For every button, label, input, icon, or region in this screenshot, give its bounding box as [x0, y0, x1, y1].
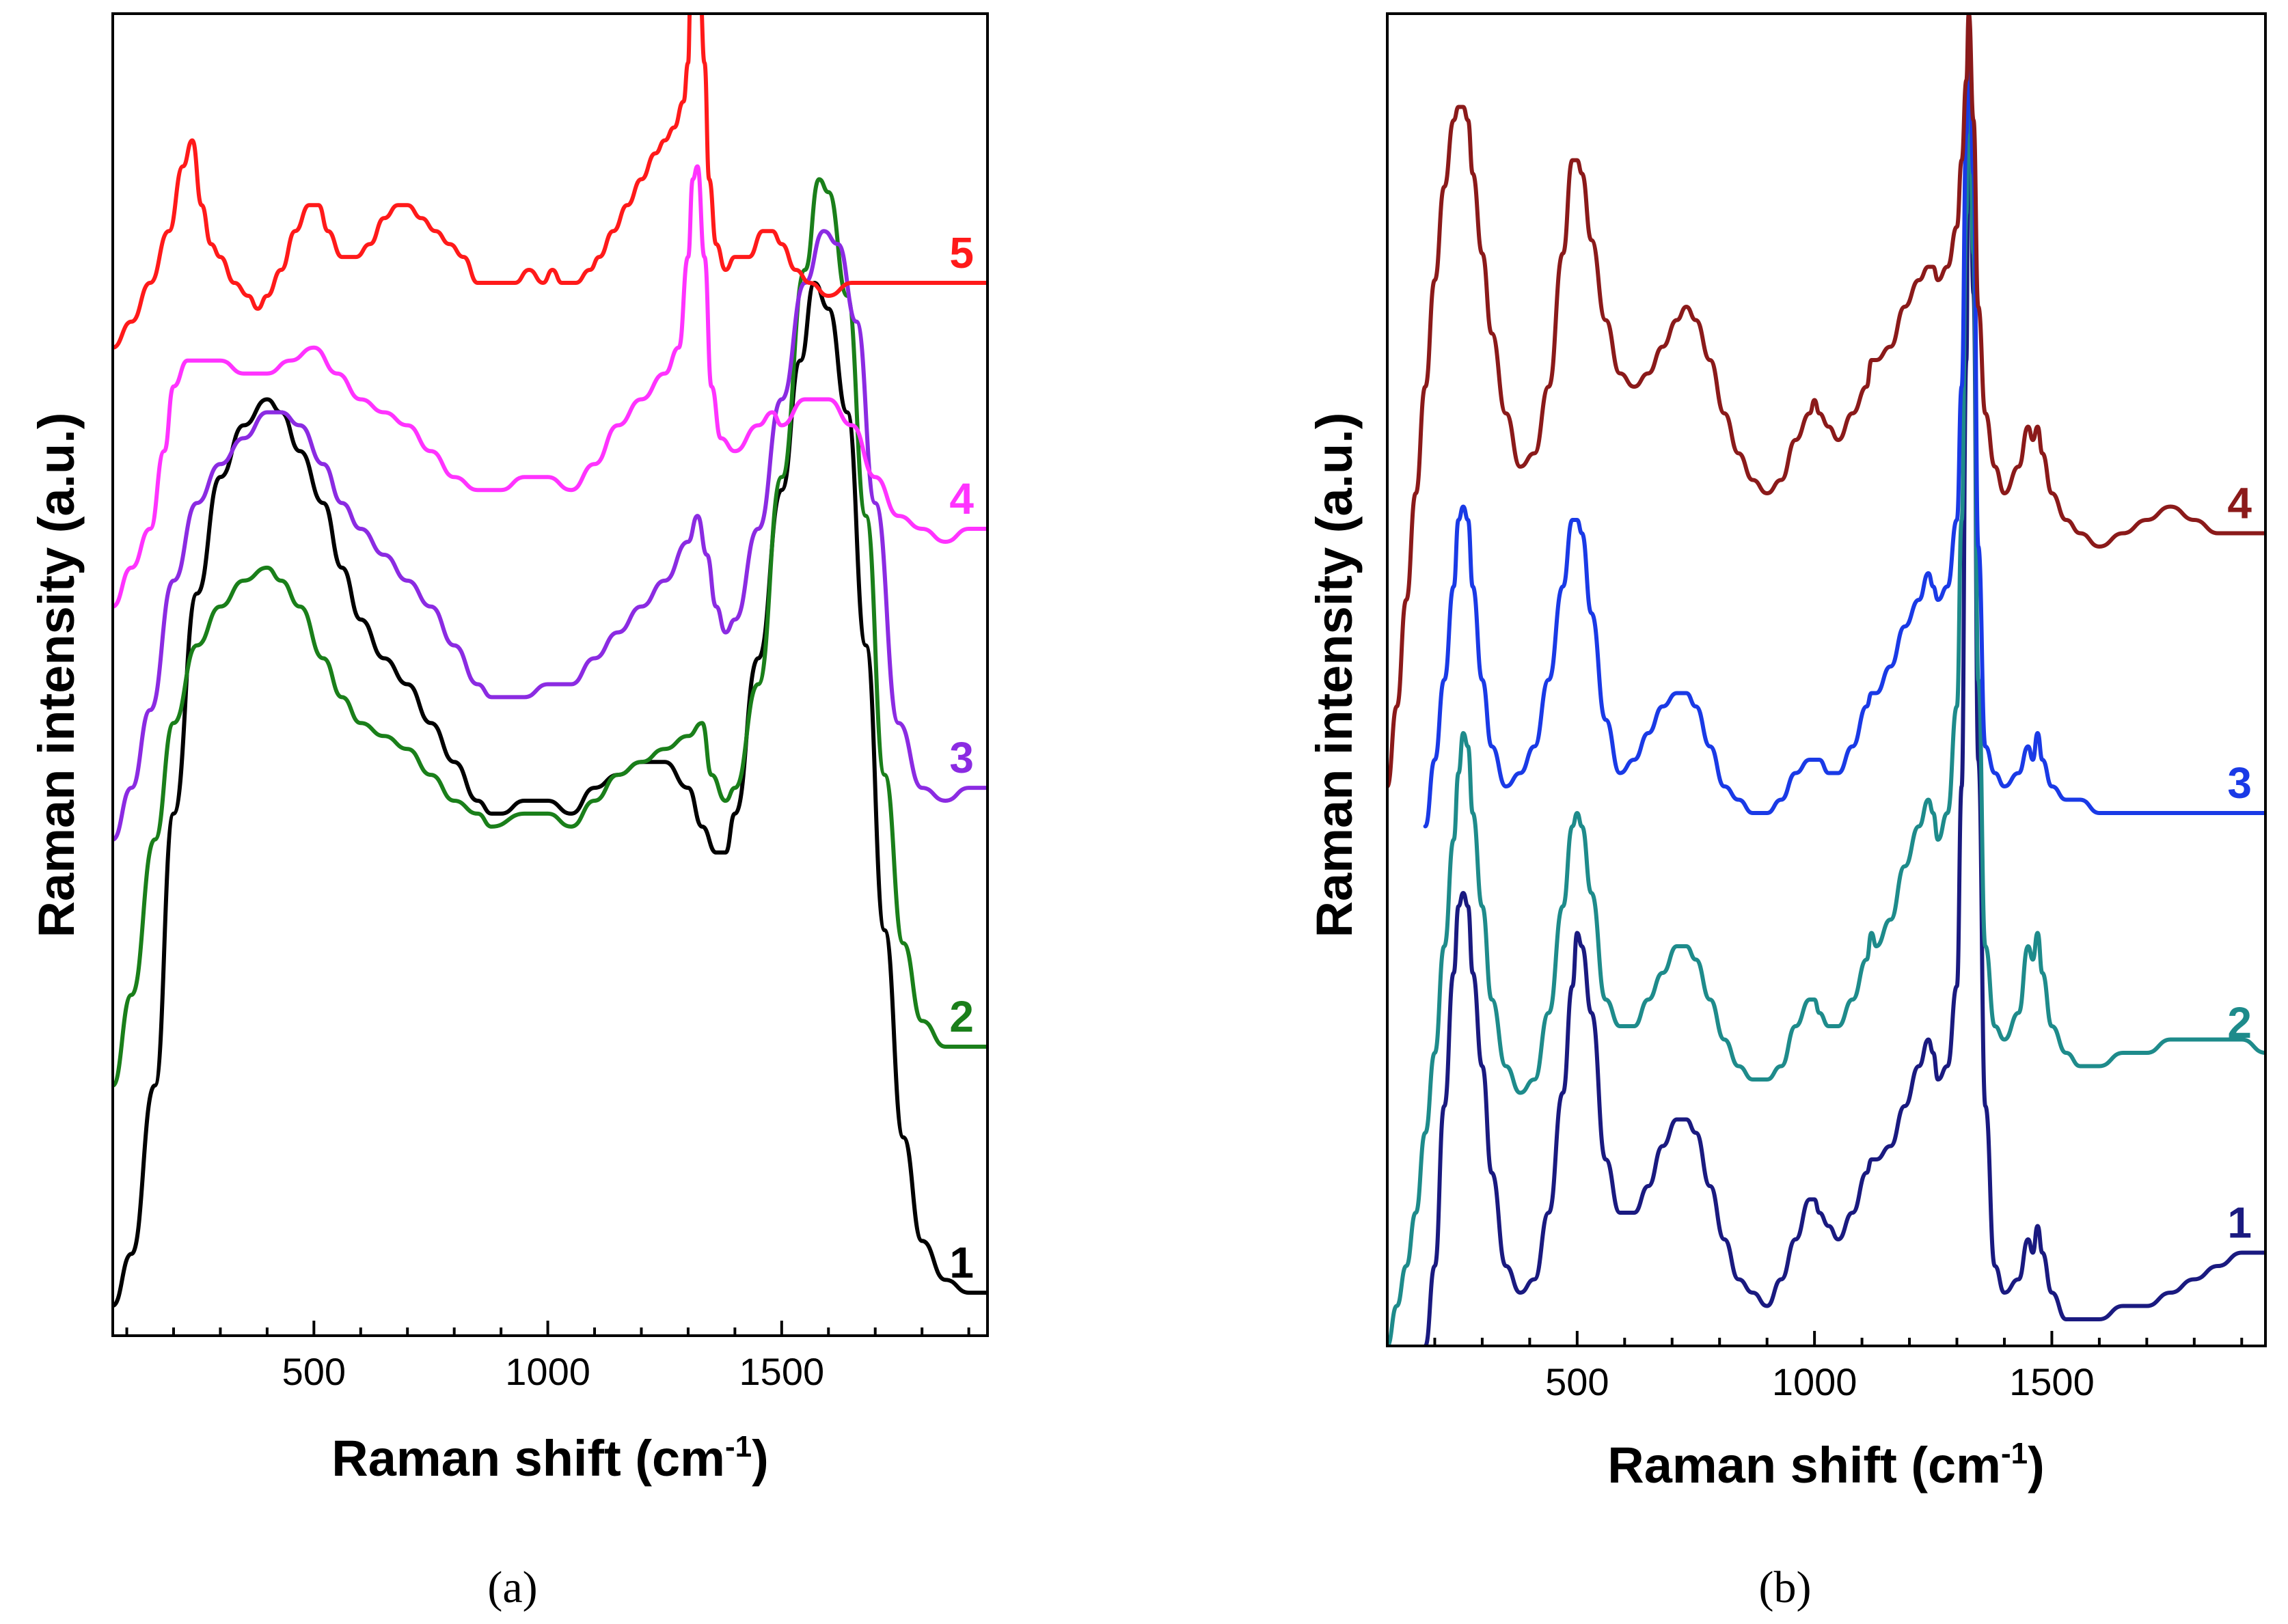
x-tick-label: 1500 — [2009, 1360, 2095, 1403]
panel-b-y-axis-title: Raman intensity (a.u.) — [1306, 413, 1363, 938]
x-tick-label: 1000 — [1772, 1360, 1857, 1403]
panel-b-tick-labels: 500 1000 1500 — [1545, 1360, 2095, 1403]
panel-b-series-labels: 1 2 3 4 — [2227, 479, 2252, 1248]
series-2-label: 2 — [949, 992, 974, 1041]
x-tick-label: 1000 — [505, 1350, 590, 1393]
series-4-line — [113, 164, 988, 609]
panel-b-x-axis-title: Raman shift (cm-1) — [1607, 1437, 2044, 1494]
series-3-label: 3 — [2227, 758, 2252, 808]
panel-a-x-axis-title: Raman shift (cm-1) — [331, 1430, 768, 1487]
panel-b-caption: (b) — [1759, 1563, 1812, 1612]
panel-b-curves — [1387, 14, 2265, 1346]
panel-a-y-axis-title: Raman intensity (a.u.) — [28, 413, 85, 938]
series-3-label: 3 — [949, 733, 974, 782]
series-4-label: 4 — [949, 474, 974, 523]
x-tick-label: 1500 — [739, 1350, 825, 1393]
panel-a-ticks — [125, 1321, 970, 1336]
panel-b-frame — [1386, 12, 2267, 1347]
panel-a-series-labels: 1 2 3 4 5 — [949, 228, 974, 1287]
panel-a: 500 1000 1500 1 2 3 4 5 Raman shift (cm-1) Ram… — [28, 12, 989, 1612]
series-3-line — [1423, 14, 2265, 829]
series-2-line — [113, 177, 988, 1088]
series-2-line — [1387, 25, 2265, 1346]
panel-a-frame — [111, 12, 989, 1337]
x-tick-label: 500 — [1545, 1360, 1609, 1403]
series-2-label: 2 — [2227, 998, 2252, 1047]
series-3-line — [113, 229, 988, 842]
series-1-label: 1 — [949, 1238, 974, 1287]
panel-a-tick-labels: 500 1000 1500 — [282, 1350, 824, 1393]
series-4-label: 4 — [2227, 479, 2252, 528]
panel-b-ticks — [1386, 1331, 2244, 1346]
series-5-label: 5 — [949, 228, 974, 277]
series-1-label: 1 — [2227, 1198, 2252, 1248]
series-4-line — [1387, 14, 2265, 788]
panel-a-curves — [113, 14, 988, 1308]
panel-a-caption: (a) — [487, 1563, 537, 1612]
series-5-line — [113, 14, 988, 350]
x-tick-label: 500 — [282, 1350, 346, 1393]
series-1-line — [1423, 25, 2265, 1346]
panel-b: 500 1000 1500 1 2 3 4 Raman shift (cm-1) Rama… — [1306, 12, 2267, 1612]
